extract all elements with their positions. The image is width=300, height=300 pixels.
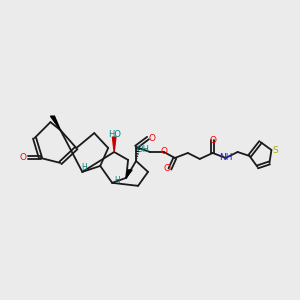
Text: S: S xyxy=(272,146,278,154)
Text: HO: HO xyxy=(108,130,121,139)
Text: H: H xyxy=(114,176,120,185)
Text: O: O xyxy=(209,136,216,145)
Polygon shape xyxy=(126,170,132,178)
Text: O: O xyxy=(164,164,170,173)
Text: OH: OH xyxy=(136,145,149,154)
Polygon shape xyxy=(112,137,116,152)
Text: O: O xyxy=(19,154,26,163)
Text: O: O xyxy=(160,148,167,157)
Text: H: H xyxy=(81,164,87,172)
Text: O: O xyxy=(148,134,155,142)
Text: NH: NH xyxy=(219,154,232,163)
Polygon shape xyxy=(50,116,60,130)
